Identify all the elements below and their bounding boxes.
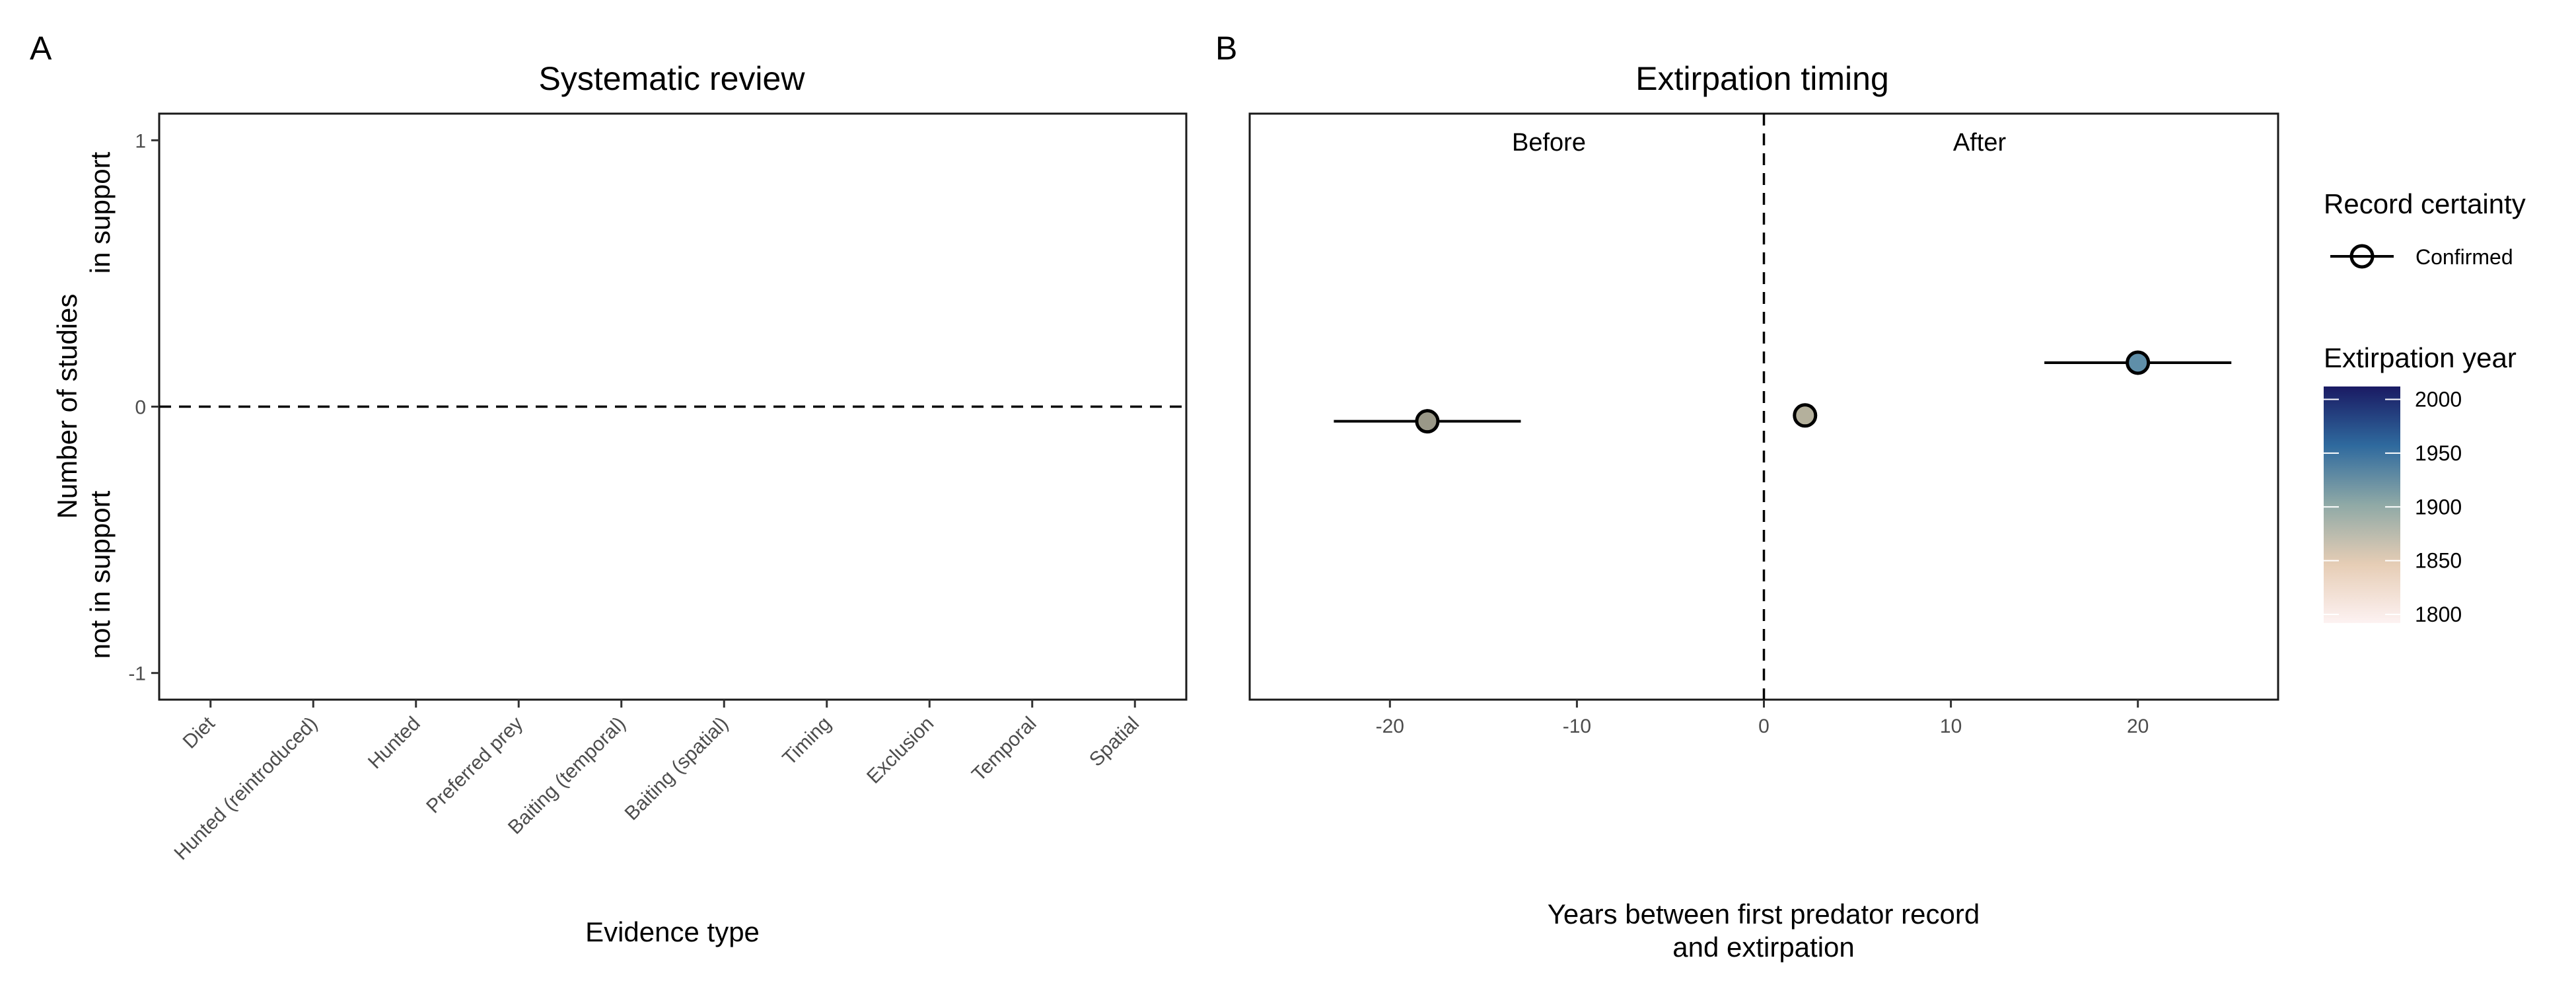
b-xtick-label: 10 [1940, 716, 1962, 737]
panel-a-x-label: Evidence type [585, 916, 760, 947]
a-xtick-label: Preferred prey [422, 713, 527, 818]
a-xtick-label: Baiting (spatial) [621, 713, 733, 825]
b-point [2126, 350, 2151, 375]
panel-a-y-label-bottom: not in support [85, 490, 116, 659]
legend-confirmed-marker [2349, 244, 2375, 269]
panel-b: Extirpation timing Before After -20 -10 0 1… [1248, 60, 2279, 963]
b-xtick-label: 0 [1758, 716, 1770, 737]
panel-a-tag: A [30, 30, 52, 67]
panel-a-y-label-main: Number of studies [52, 294, 83, 519]
colorbar [2324, 386, 2400, 623]
cbar-tick-label: 2000 [2415, 388, 2462, 412]
a-xtick-label: Temporal [968, 713, 1041, 786]
colorbar-ticks: 1800 1850 1900 1950 2000 [2324, 388, 2462, 626]
b-xtick-label: -20 [1376, 716, 1404, 737]
panel-a-y-ticks: -1 0 1 [128, 130, 159, 685]
after-label: After [1953, 129, 2007, 157]
panel-b-x-label-line2: and extirpation [1672, 932, 1855, 963]
legend-certainty-title: Record certainty [2324, 188, 2526, 219]
legend-confirmed-label: Confirmed [2415, 245, 2513, 269]
before-label: Before [1512, 129, 1586, 157]
a-xtick-label: Exclusion [863, 713, 938, 788]
a-ytick-label: 0 [135, 397, 146, 419]
a-ytick-label: -1 [128, 663, 146, 685]
panel-b-points [1334, 350, 2232, 434]
b-point [1415, 409, 1440, 434]
panel-b-x-label-line1: Years between first predator record [1548, 899, 1980, 930]
a-xtick-label: Timing [778, 713, 835, 770]
panel-b-tag: B [1215, 30, 1237, 67]
panel-a-title: Systematic review [539, 60, 806, 97]
legend: Record certainty Confirmed Extirpation y… [2324, 188, 2526, 626]
cbar-tick-label: 1800 [2415, 603, 2462, 626]
legend-colorbar-title: Extirpation year [2324, 342, 2517, 373]
panel-b-title: Extirpation timing [1635, 60, 1889, 97]
cbar-tick-label: 1950 [2415, 441, 2462, 465]
a-xtick-label: Hunted [364, 713, 425, 774]
cbar-tick-label: 1900 [2415, 495, 2462, 519]
panel-a-y-label-top: in support [85, 151, 116, 274]
a-xtick-label: Spatial [1085, 713, 1143, 771]
panel-b-x-ticks: -20 -10 0 10 20 [1376, 700, 2149, 737]
b-xtick-label: -10 [1563, 716, 1591, 737]
b-xtick-label: 20 [2127, 716, 2149, 737]
a-xtick-label: Diet [179, 712, 220, 753]
b-point [1793, 403, 1818, 428]
a-ytick-label: 1 [135, 130, 146, 152]
cbar-tick-label: 1850 [2415, 549, 2462, 573]
